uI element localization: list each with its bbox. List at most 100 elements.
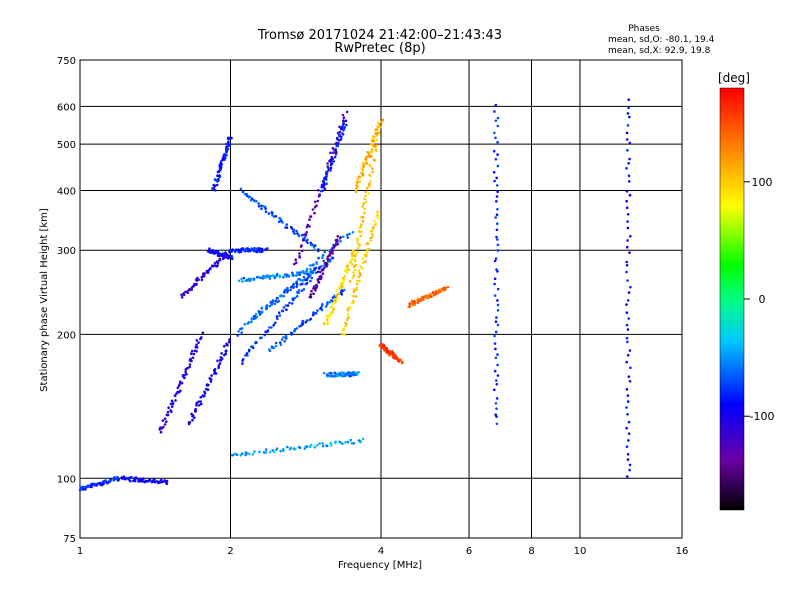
data-point	[336, 242, 340, 246]
data-point	[298, 252, 301, 255]
data-point	[278, 275, 282, 279]
data-point	[496, 363, 499, 367]
data-point	[187, 421, 191, 424]
data-point	[213, 368, 217, 372]
data-point	[216, 170, 220, 174]
data-point	[282, 275, 285, 279]
data-point	[493, 282, 496, 286]
data-point	[335, 294, 338, 298]
data-point	[302, 275, 306, 279]
data-point	[242, 249, 246, 252]
data-point	[353, 268, 357, 272]
data-point	[137, 480, 140, 483]
data-point	[371, 232, 374, 236]
colorbar-label: [deg]	[718, 71, 750, 85]
data-point	[345, 270, 349, 274]
data-point	[288, 301, 291, 305]
data-point	[436, 292, 439, 295]
data-point	[494, 330, 498, 334]
data-point	[258, 450, 261, 454]
data-point	[376, 210, 379, 214]
data-point	[494, 216, 498, 219]
data-point	[364, 190, 368, 194]
data-point	[312, 263, 315, 266]
data-point	[135, 477, 138, 480]
data-point	[372, 144, 376, 148]
data-point	[245, 352, 249, 355]
data-point	[318, 442, 321, 445]
data-point	[227, 255, 230, 258]
data-point	[363, 211, 366, 215]
data-point	[359, 273, 362, 277]
data-point	[176, 390, 179, 394]
x-axis-label: Frequency [MHz]	[338, 560, 422, 571]
data-point	[268, 326, 271, 329]
data-point	[341, 113, 345, 117]
data-point	[264, 451, 268, 454]
data-point	[214, 189, 217, 192]
data-point	[255, 315, 259, 319]
data-point	[493, 369, 497, 373]
y-axis-ticks: 75 100 200 300 400 500 600 750	[57, 56, 76, 545]
data-point	[495, 235, 498, 239]
data-point	[171, 401, 175, 405]
data-point	[495, 176, 499, 180]
data-point	[225, 145, 228, 149]
data-point	[446, 285, 450, 289]
data-point	[163, 423, 167, 426]
data-point	[364, 157, 368, 160]
data-point	[195, 343, 198, 347]
data-point	[279, 449, 283, 453]
data-point	[496, 299, 499, 302]
data-point	[141, 478, 145, 481]
data-point	[216, 359, 219, 363]
data-point	[332, 246, 336, 250]
data-point	[362, 165, 365, 168]
colorbar-tick-label: 100	[752, 176, 773, 189]
data-point	[291, 274, 295, 277]
data-point	[310, 270, 313, 274]
data-point	[399, 358, 402, 362]
data-point	[626, 413, 629, 416]
data-point	[293, 262, 296, 266]
data-point	[294, 261, 298, 265]
data-point	[278, 314, 282, 317]
data-point	[199, 396, 202, 399]
data-point	[301, 269, 305, 273]
data-point	[626, 458, 630, 461]
data-point	[221, 158, 224, 162]
data-point	[305, 267, 309, 271]
data-point	[343, 333, 346, 336]
data-point	[625, 311, 629, 315]
data-point	[351, 276, 355, 280]
data-point	[344, 321, 347, 325]
data-point	[298, 254, 301, 258]
data-point	[496, 374, 500, 377]
data-point	[628, 180, 631, 183]
data-point	[295, 327, 299, 330]
data-point	[322, 371, 326, 375]
data-point	[627, 317, 630, 320]
data-point	[364, 200, 368, 204]
data-point	[495, 195, 499, 198]
data-point	[626, 226, 630, 230]
data-point	[258, 313, 262, 316]
data-point	[496, 190, 500, 193]
data-point	[303, 233, 306, 236]
data-point	[353, 257, 356, 261]
data-points	[78, 98, 632, 492]
data-point	[363, 197, 367, 201]
data-point	[241, 247, 245, 250]
data-point	[248, 195, 252, 198]
data-point	[301, 322, 305, 325]
data-point	[313, 211, 316, 215]
data-point	[310, 276, 314, 280]
data-point	[212, 187, 216, 190]
data-point	[315, 284, 319, 288]
data-point	[627, 98, 630, 101]
data-point	[274, 215, 278, 218]
data-point	[363, 207, 366, 211]
data-point	[495, 397, 499, 400]
data-point	[336, 297, 340, 300]
data-point	[496, 287, 500, 291]
